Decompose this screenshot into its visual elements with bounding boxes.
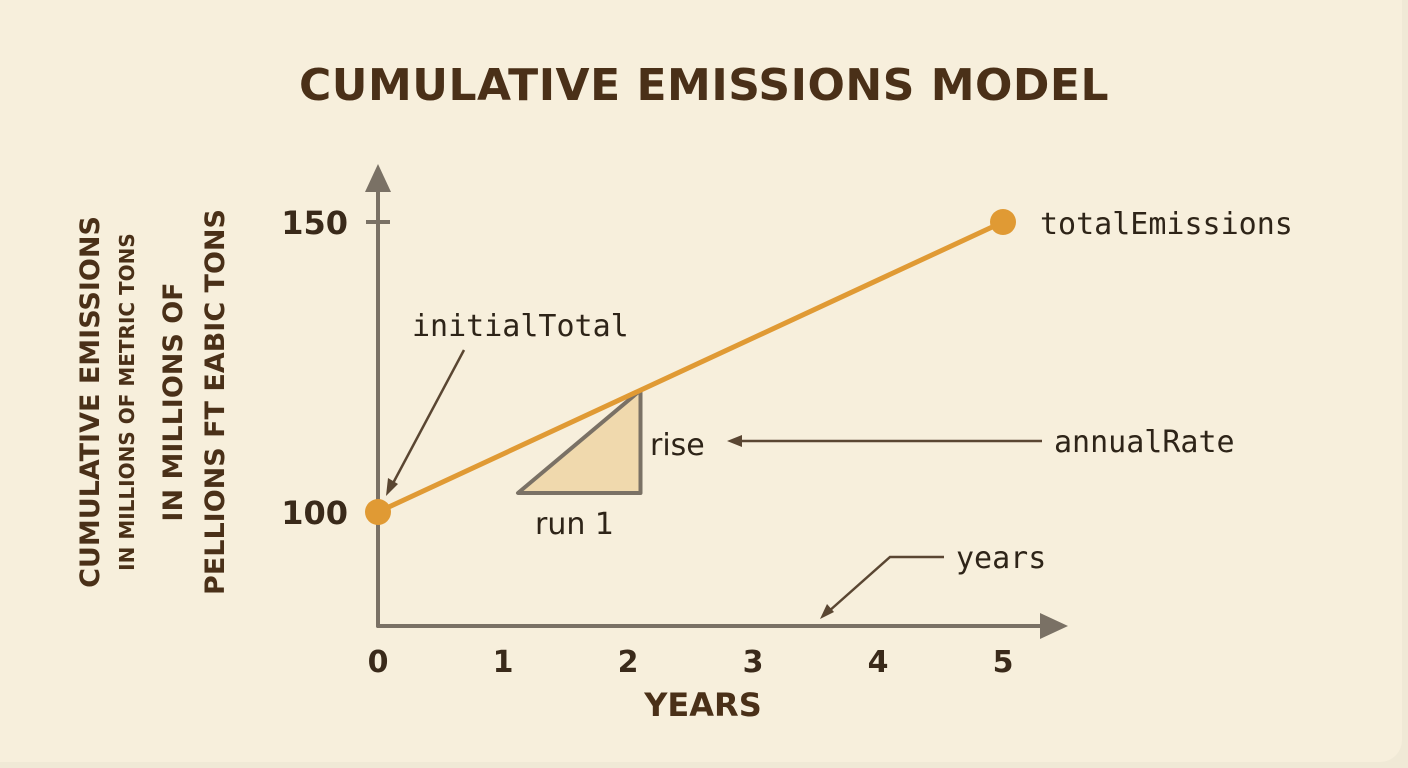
rise-label: rise xyxy=(650,428,705,463)
y-axis-label-line-4: PELLIONS FT EABIC TONS xyxy=(200,209,231,595)
annotation-annual-rate-arrowhead xyxy=(727,435,742,447)
chart-title: CUMULATIVE EMISSIONS MODEL xyxy=(299,60,1109,111)
data-point xyxy=(990,209,1016,235)
x-axis-title: YEARS xyxy=(643,686,761,724)
x-tick-label: 5 xyxy=(993,645,1014,680)
series-line xyxy=(375,219,1006,515)
x-tick-label: 4 xyxy=(868,645,889,680)
run-label: run 1 xyxy=(535,507,614,542)
annotation-years: years xyxy=(956,541,1046,576)
data-point xyxy=(365,499,391,525)
slope-triangle xyxy=(516,388,643,495)
annotation-initial-total: initialTotal xyxy=(412,309,629,344)
annotation-initial-total-arrowhead xyxy=(386,478,398,496)
annotation-total-emissions: totalEmissions xyxy=(1040,207,1293,242)
y-axis-arrowhead xyxy=(365,164,391,192)
x-tick-label: 3 xyxy=(743,645,764,680)
annotation-years-arrowhead xyxy=(820,604,834,619)
x-tick-label: 1 xyxy=(493,645,514,680)
annotation-initial-total-arrow xyxy=(389,349,466,488)
y-tick-label: 100 xyxy=(281,494,348,532)
y-tick-label: 150 xyxy=(281,204,348,242)
x-tick-label: 0 xyxy=(368,645,389,680)
annotation-annual-rate: annualRate xyxy=(1054,425,1235,460)
y-axis-label-line-3: IN MILLIONS OF xyxy=(158,282,189,521)
y-axis-label-line-2: IN MILLIONS OF METRIC TONS xyxy=(115,233,139,571)
x-tick-label: 2 xyxy=(618,645,639,680)
y-axis-label-line-1: CUMULATIVE EMISSIONS xyxy=(75,216,106,588)
x-axis-arrowhead xyxy=(1040,613,1068,639)
annotation-years-arrow xyxy=(827,555,944,613)
